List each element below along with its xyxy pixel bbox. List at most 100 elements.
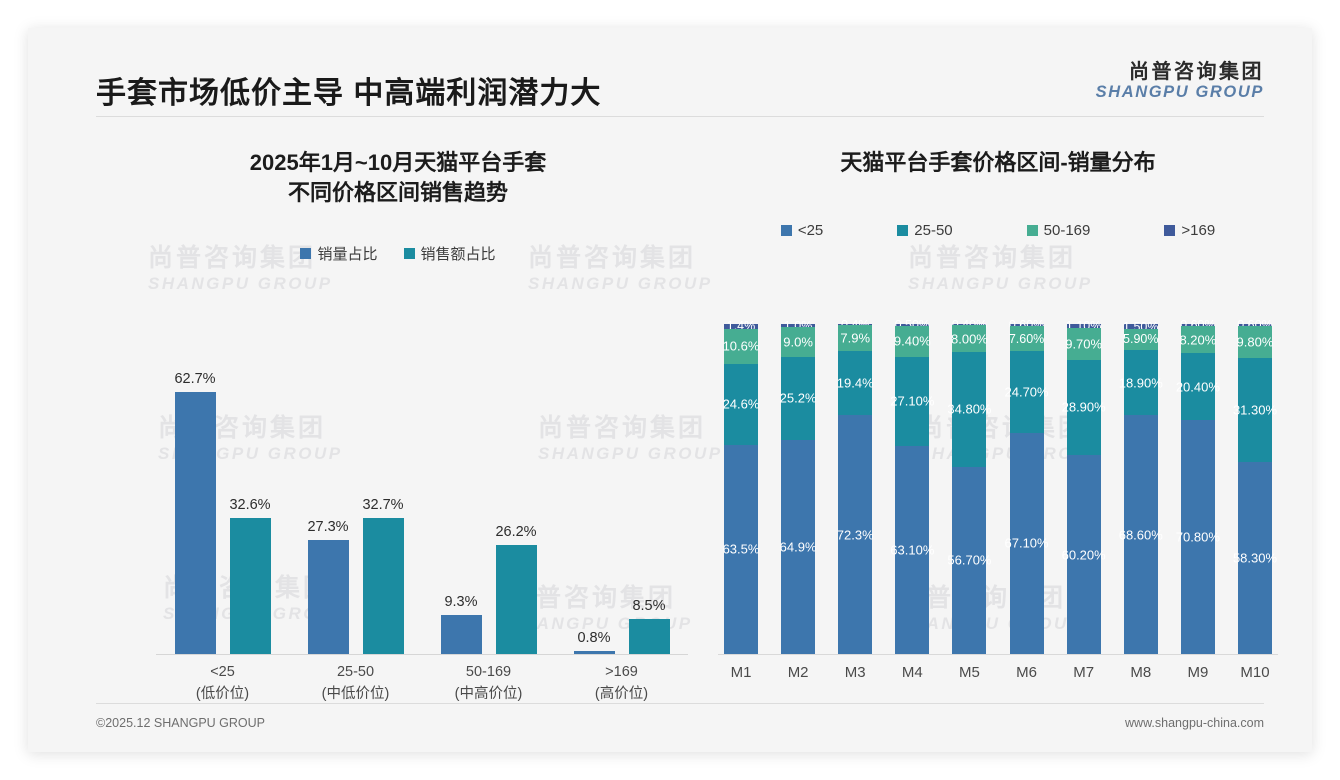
stack-segment[interactable]: 5.90% xyxy=(1123,329,1158,350)
stacked-bar-column[interactable]: 0.60%8.20%20.40%70.80% xyxy=(1176,318,1220,654)
stack-segment[interactable]: 27.10% xyxy=(890,356,934,446)
stacked-bar-plot-area: 1.4%10.6%24.6%63.5%1.0%9.0%25.2%64.9%0.4… xyxy=(722,318,1277,655)
stack-segment[interactable]: 63.5% xyxy=(723,444,759,654)
x-tick-25-50: 25-50 (中低价位) xyxy=(289,662,422,706)
bar-rect[interactable] xyxy=(307,540,349,654)
stack-segment-label: 64.9% xyxy=(779,539,817,555)
stack-segment-label: 10.6% xyxy=(722,338,760,354)
stacked-bar-column[interactable]: 0.40%8.00%34.80%56.70% xyxy=(947,318,991,655)
bar-column[interactable]: 8.5% xyxy=(628,324,670,654)
stacked-bar-column[interactable]: 1.10% 9.70% 28.90% 60.20% xyxy=(1062,319,1106,654)
stack-segment-label: 24.6% xyxy=(722,396,760,412)
stack-segment[interactable]: 8.00% xyxy=(951,325,988,352)
stack-segment[interactable]: 24.70% xyxy=(1005,351,1049,433)
bar-group: 9.3% 26.2% xyxy=(422,324,555,654)
stack-segment[interactable]: 20.40% xyxy=(1176,353,1220,421)
stacked-bar-column[interactable]: 0.50%9.40%27.10%63.10% xyxy=(890,318,934,654)
bar-column[interactable]: 32.6% xyxy=(229,324,271,654)
stack-segment-label: 9.80% xyxy=(1236,334,1274,350)
stack-segment[interactable]: 63.10% xyxy=(890,445,934,654)
stack-segment[interactable]: 9.70% xyxy=(1065,327,1103,360)
bar-rect[interactable] xyxy=(229,518,271,654)
legend-item-gt169[interactable]: >169 xyxy=(1164,222,1215,239)
stack-segment[interactable]: 18.90% xyxy=(1119,349,1163,416)
stack-segment-label: 19.4% xyxy=(836,375,874,391)
stack-segment[interactable]: 9.80% xyxy=(1236,325,1274,359)
stack-segment[interactable]: 10.6% xyxy=(722,328,760,364)
stack-segment[interactable]: 58.30% xyxy=(1233,461,1277,654)
stack-segment-label: 7.9% xyxy=(840,330,871,346)
stack-segment[interactable]: 56.70% xyxy=(947,466,991,655)
stack-segment[interactable]: 64.9% xyxy=(779,440,817,654)
bar-rect[interactable] xyxy=(174,392,216,654)
stack-segment[interactable]: 28.90% xyxy=(1062,359,1106,456)
stack-segment-label: 8.20% xyxy=(1179,332,1217,347)
bar-column[interactable]: 0.8% xyxy=(573,324,615,654)
stack-segment[interactable]: 25.2% xyxy=(780,356,817,441)
bar-column[interactable]: 26.2% xyxy=(495,324,537,654)
bar-column[interactable]: 32.7% xyxy=(362,324,404,654)
stacked-bar-column[interactable]: 1.4% 10.6% 24.6% 63.5% xyxy=(722,319,760,654)
stack-segment[interactable]: 72.3% xyxy=(837,415,874,654)
bar-rect[interactable] xyxy=(362,517,404,654)
stacked-bar-column[interactable]: 1.50% 5.90% 18.90% 68.60% xyxy=(1119,320,1163,654)
stack-segment[interactable]: 9.0% xyxy=(781,327,816,357)
legend-swatch-icon xyxy=(1026,224,1038,236)
stack-segment[interactable]: 31.30% xyxy=(1233,358,1277,462)
bar-column[interactable]: 27.3% xyxy=(307,324,349,654)
bar-column[interactable]: 62.7% xyxy=(174,324,216,654)
stack-segment[interactable]: 7.9% xyxy=(838,325,873,352)
legend-item-sales-volume[interactable]: 销量占比 xyxy=(300,243,378,264)
stacked-bar-column[interactable]: 0.60%7.60%24.70%67.10% xyxy=(1005,318,1049,654)
stack-segment[interactable]: 9.40% xyxy=(893,325,931,357)
stacked-bar-column[interactable]: 0.4%7.9%19.4%72.3% xyxy=(836,318,874,654)
bar-group: 62.7% 32.6% xyxy=(156,324,289,654)
stack-segment[interactable]: 60.20% xyxy=(1062,455,1106,654)
bar-rect[interactable] xyxy=(573,650,615,654)
legend-swatch-icon xyxy=(897,224,909,236)
stack-segment-label: 67.10% xyxy=(1004,535,1049,551)
bar-value-label: 32.6% xyxy=(229,497,271,514)
x-tick-sublabel: (高价位) xyxy=(594,685,649,702)
legend-item-50-169[interactable]: 50-169 xyxy=(1026,222,1090,239)
stack-segment-label: 20.40% xyxy=(1175,379,1220,395)
stack-segment[interactable]: 19.4% xyxy=(836,351,874,416)
chart-title-left-line1: 2025年1月~10月天猫平台手套 xyxy=(249,150,547,175)
stack-segment[interactable]: 70.80% xyxy=(1176,420,1220,654)
bar-rect[interactable] xyxy=(495,544,537,654)
legend-item-sales-amount[interactable]: 销售额占比 xyxy=(403,243,496,264)
brand-logo: 尚普咨询集团 SHANGPU GROUP xyxy=(1096,62,1264,101)
stack-segment-label: 9.40% xyxy=(893,333,931,349)
stack-segment-label: 18.90% xyxy=(1118,375,1163,391)
stack-segment[interactable]: 8.20% xyxy=(1179,325,1217,354)
x-tick-label: 50-169 xyxy=(465,664,512,680)
stack-segment[interactable]: 7.60% xyxy=(1009,325,1044,352)
logo-text-en: SHANGPU GROUP xyxy=(1095,83,1264,101)
x-axis-tick-labels: <25 (低价位) 25-50 (中低价位) 50-169 (中高价位) >169 (高价位) xyxy=(156,662,688,706)
bar-value-label: 8.5% xyxy=(632,597,666,614)
stack-segment-label: 9.70% xyxy=(1065,336,1103,352)
x-tick-M10: M10 xyxy=(1240,664,1270,681)
bar-value-label: 0.8% xyxy=(577,629,611,646)
stack-segment[interactable]: 67.10% xyxy=(1005,432,1049,654)
chart-title-right: 天猫平台手套价格区间-销量分布 xyxy=(840,150,1156,175)
stack-segment[interactable]: 24.6% xyxy=(722,363,760,445)
stack-segment[interactable]: 68.60% xyxy=(1119,415,1163,654)
stacked-bar-column[interactable]: 0.60%9.80%31.30%58.30% xyxy=(1233,318,1277,654)
stack-segment-label: 58.30% xyxy=(1232,550,1278,566)
bar-rect[interactable] xyxy=(628,618,670,654)
x-tick-50-169: 50-169 (中高价位) xyxy=(422,662,555,706)
bar-group: 0.8% 8.5% xyxy=(555,324,688,654)
x-tick-M7: M7 xyxy=(1073,664,1095,681)
legend-item-lt25[interactable]: <25 xyxy=(780,222,823,239)
legend-label: 销量占比 xyxy=(317,246,378,264)
stack-segment-label: 60.20% xyxy=(1061,547,1106,563)
bar-rect[interactable] xyxy=(440,615,482,654)
stack-segment[interactable]: 34.80% xyxy=(947,351,991,467)
stacked-bar-column[interactable]: 1.0% 9.0% 25.2% 64.9% xyxy=(779,319,817,654)
legend-item-25-50[interactable]: 25-50 xyxy=(897,222,953,239)
bar-column[interactable]: 9.3% xyxy=(440,324,482,654)
x-tick-label: 25-50 xyxy=(336,664,375,680)
x-axis-tick-labels: M1 M2 M3 M4 M5 M6 M7 M8 M9 M10 xyxy=(724,664,1272,681)
x-axis-line xyxy=(156,654,688,655)
